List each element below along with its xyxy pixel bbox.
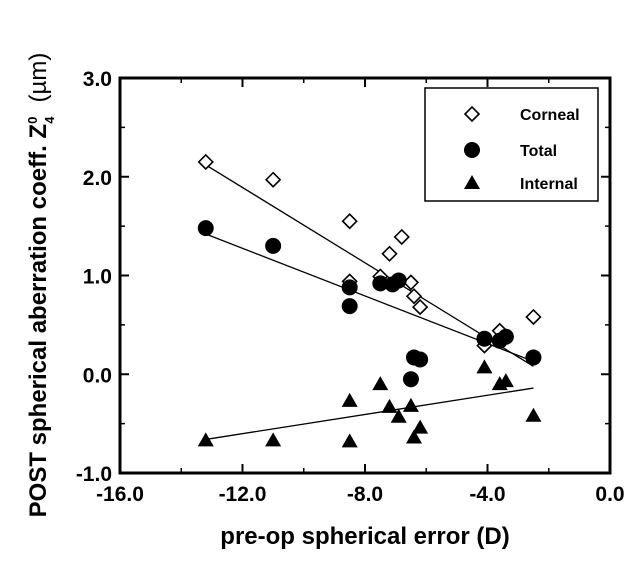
y-axis-title-unit: (µm) — [25, 53, 52, 103]
x-tick-label: -16.0 — [96, 483, 144, 506]
y-tick-label: 1.0 — [83, 266, 112, 289]
x-axis-title: pre-op spherical error (D) — [220, 523, 509, 550]
legend-label-total: Total — [520, 143, 557, 160]
internal-point — [197, 432, 214, 447]
corneal-point — [197, 153, 214, 171]
x-tick-label: -4.0 — [469, 483, 505, 506]
total-point — [265, 237, 282, 254]
y-tick-label: 3.0 — [83, 68, 112, 91]
fit-lines — [205, 164, 534, 441]
legend-box — [424, 87, 599, 202]
total-point — [390, 272, 407, 289]
internal-fit-line — [205, 387, 534, 441]
corneal-point — [411, 298, 429, 316]
total-point — [476, 330, 493, 347]
internal-point — [412, 419, 429, 434]
legend-marker-total — [464, 142, 480, 158]
legend-markers — [463, 105, 481, 189]
internal-point — [525, 407, 542, 422]
y-axis-title-prefix: POST spherical aberration coeff. — [25, 139, 52, 518]
internal-point — [402, 397, 419, 412]
corneal-fit-line — [205, 164, 534, 367]
total-point — [497, 328, 514, 345]
legend: Corneal Total Internal — [424, 87, 599, 202]
total-point — [341, 298, 358, 315]
internal-point — [372, 376, 389, 391]
y-axis-title-superscript: 0 — [25, 117, 40, 124]
x-tick-label: -12.0 — [219, 483, 267, 506]
axis-ticks — [119, 77, 611, 474]
y-tick-label: 2.0 — [83, 167, 112, 190]
legend-marker-corneal — [463, 105, 481, 123]
corneal-point — [341, 213, 358, 230]
internal-point — [381, 398, 398, 413]
corneal-point — [525, 308, 542, 326]
corneal-point — [393, 228, 410, 246]
total-point — [341, 279, 358, 296]
y-axis-title-symbol: Z — [25, 124, 52, 139]
internal-point — [476, 359, 493, 374]
data-markers — [197, 153, 542, 448]
internal-point — [265, 432, 282, 447]
internal-point — [341, 433, 358, 448]
x-tick-label: 0.0 — [595, 483, 624, 506]
total-point — [412, 351, 429, 368]
total-point — [525, 349, 542, 366]
total-point — [402, 371, 419, 388]
y-axis-title-subscript: 4 — [42, 116, 57, 124]
y-tick-labels: -1.0 0.0 1.0 2.0 3.0 — [76, 68, 112, 486]
corneal-point — [264, 171, 282, 188]
internal-point — [341, 392, 358, 407]
internal-point — [497, 373, 514, 388]
corneal-point — [405, 288, 423, 305]
legend-label-corneal: Corneal — [520, 107, 580, 124]
total-point — [372, 275, 389, 292]
y-tick-label: 0.0 — [83, 364, 112, 387]
y-axis-title: POST spherical aberration coeff. Z0 4 (µm) — [25, 53, 57, 518]
internal-point — [390, 408, 407, 423]
y-tick-label: -1.0 — [76, 463, 112, 486]
legend-marker-internal — [464, 175, 480, 189]
x-tick-labels: -16.0 -12.0 -8.0 -4.0 0.0 — [96, 483, 625, 506]
x-tick-label: -8.0 — [347, 483, 383, 506]
total-point — [197, 220, 214, 237]
internal-point — [406, 429, 422, 444]
legend-label-internal: Internal — [520, 176, 578, 193]
corneal-point — [381, 245, 398, 262]
